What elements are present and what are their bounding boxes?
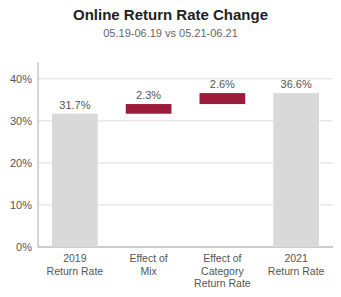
y-axis-line <box>38 62 39 247</box>
x-tick-label: 2021Return Rate <box>268 252 325 277</box>
y-tick-label: 10% <box>10 199 32 211</box>
grid <box>38 79 333 247</box>
x-tick-label-line: 2021 <box>284 252 308 264</box>
bar <box>52 114 98 247</box>
y-tick-label: 20% <box>10 157 32 169</box>
x-tick-label: Effect ofMix <box>129 252 167 277</box>
x-tick-label-line: Return Rate <box>194 277 251 289</box>
bar <box>273 93 319 247</box>
bars <box>52 93 319 247</box>
y-tick-label: 0% <box>16 241 32 253</box>
chart-container: Online Return Rate Change 05.19-06.19 vs … <box>0 0 341 297</box>
x-tick-label-line: Category <box>201 265 244 277</box>
bar <box>200 93 246 104</box>
y-tick-label: 30% <box>10 115 32 127</box>
x-tick-label-line: Effect of <box>203 252 241 264</box>
x-tick-label: Effect ofCategoryReturn Rate <box>194 252 251 289</box>
data-label: 2.6% <box>210 78 235 90</box>
y-tick-label: 40% <box>10 73 32 85</box>
subtitle: 05.19-06.19 vs 05.21-06.21 <box>103 27 238 39</box>
chart-svg: Online Return Rate Change 05.19-06.19 vs … <box>0 0 341 297</box>
x-tick-label-line: Return Rate <box>268 265 325 277</box>
data-label: 2.3% <box>136 89 161 101</box>
data-label: 36.6% <box>281 78 312 90</box>
title: Online Return Rate Change <box>73 6 268 23</box>
x-tick-label: 2019Return Rate <box>47 252 104 277</box>
x-tick-label-line: Return Rate <box>47 265 104 277</box>
bar <box>126 104 172 114</box>
x-tick-label-line: Effect of <box>129 252 167 264</box>
data-label: 31.7% <box>59 99 90 111</box>
x-tick-label-line: 2019 <box>63 252 87 264</box>
x-tick-label-line: Mix <box>140 265 157 277</box>
